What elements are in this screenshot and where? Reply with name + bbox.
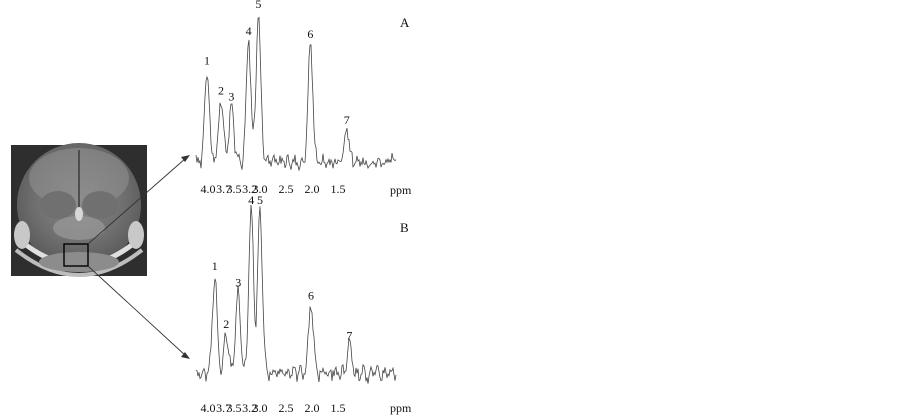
- peak-label: 2: [218, 83, 224, 97]
- peak-label: 6: [307, 27, 313, 41]
- axis-tick-label: 3.5: [227, 182, 242, 196]
- connector-arrow-b: [87, 265, 190, 359]
- peak-label: 3: [228, 89, 234, 103]
- panel-label-a: A: [400, 15, 410, 30]
- axis-tick-label: 3.2: [242, 182, 257, 196]
- axis-tick-label: 3.0: [253, 401, 268, 415]
- peak-label: 4: [248, 193, 254, 207]
- peak-label: 5: [257, 193, 263, 207]
- axis-tick-label: 3.5: [227, 401, 242, 415]
- axis-tick-label: 2.5: [279, 182, 294, 196]
- axis-tick-label: 1.5: [331, 182, 346, 196]
- peak-label: 5: [255, 0, 261, 11]
- axis-unit-b: ppm: [390, 401, 412, 415]
- peak-label: 7: [346, 328, 352, 342]
- axis-tick-label: 4.0: [201, 182, 216, 196]
- peak-label: 2: [223, 317, 229, 331]
- axis-tick-label: 3.7: [216, 182, 231, 196]
- axis-unit-a: ppm: [390, 183, 412, 197]
- axis-tick-label: 2.0: [305, 401, 320, 415]
- roi-box: [63, 243, 89, 267]
- axis-tick-label: 3.7: [216, 401, 231, 415]
- axis-tick-label: 3.2: [242, 401, 257, 415]
- axis-tick-label: 2.0: [305, 182, 320, 196]
- peak-label: 6: [308, 289, 314, 303]
- connector-arrow-a: [87, 155, 190, 245]
- axis-tick-label: 2.5: [279, 401, 294, 415]
- spectrum-panel-b: 1 2 3 4 5 6 7 4.0 3.5 3.0 2.5 2.0 1.5 3.7 3.2 B ppm: [195, 193, 412, 415]
- peak-label: 3: [235, 276, 241, 290]
- panel-label-b: B: [400, 220, 409, 235]
- peak-label: 4: [246, 24, 252, 38]
- mri-brain-image: [11, 143, 147, 277]
- spectrum-trace-b: [195, 204, 397, 384]
- peak-label: 1: [212, 259, 218, 273]
- axis-tick-label: 1.5: [331, 401, 346, 415]
- peak-label: 1: [204, 54, 210, 68]
- axis-tick-label: 4.0: [201, 401, 216, 415]
- spectrum-trace-a: [195, 16, 397, 172]
- peak-label: 7: [344, 113, 350, 127]
- axis-tick-label: 3.0: [253, 182, 268, 196]
